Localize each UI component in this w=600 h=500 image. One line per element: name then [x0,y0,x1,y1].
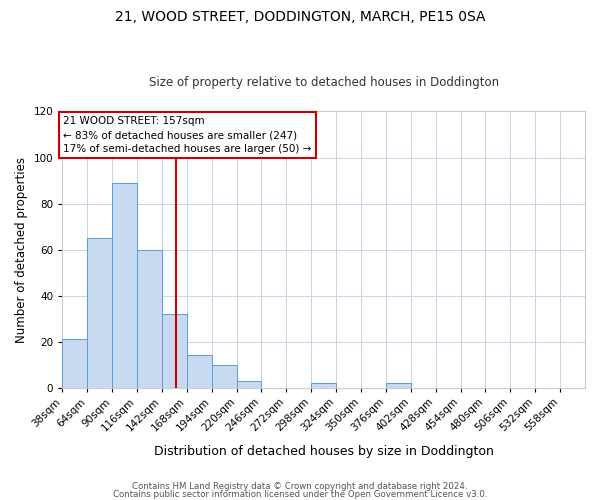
Bar [212,364,236,388]
Text: 21 WOOD STREET: 157sqm
← 83% of detached houses are smaller (247)
17% of semi-de: 21 WOOD STREET: 157sqm ← 83% of detached… [63,116,311,154]
Bar [137,250,162,388]
Bar [162,314,187,388]
Bar [62,339,87,388]
Text: Contains public sector information licensed under the Open Government Licence v3: Contains public sector information licen… [113,490,487,499]
Bar [311,383,336,388]
X-axis label: Distribution of detached houses by size in Doddington: Distribution of detached houses by size … [154,444,494,458]
Y-axis label: Number of detached properties: Number of detached properties [15,156,28,342]
Bar [87,238,112,388]
Bar [236,380,262,388]
Text: Contains HM Land Registry data © Crown copyright and database right 2024.: Contains HM Land Registry data © Crown c… [132,482,468,491]
Bar [386,383,411,388]
Title: Size of property relative to detached houses in Doddington: Size of property relative to detached ho… [149,76,499,90]
Bar [187,356,212,388]
Text: 21, WOOD STREET, DODDINGTON, MARCH, PE15 0SA: 21, WOOD STREET, DODDINGTON, MARCH, PE15… [115,10,485,24]
Bar [112,183,137,388]
